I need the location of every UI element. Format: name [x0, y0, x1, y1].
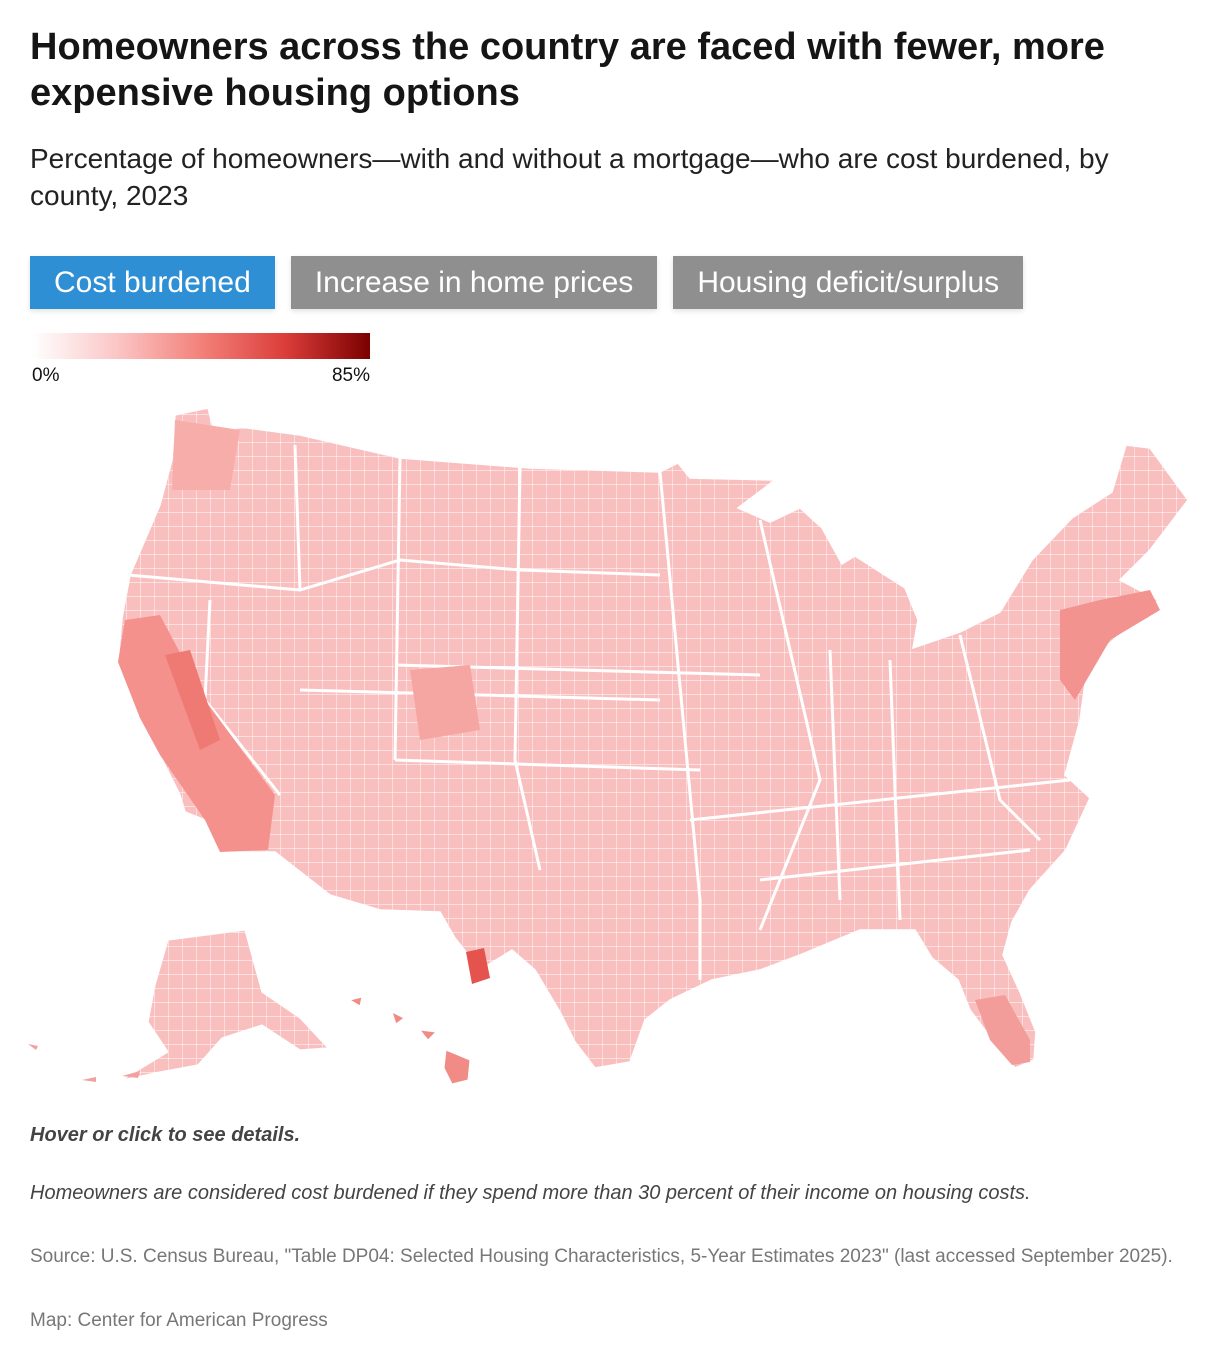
- color-legend: 0% 85%: [32, 333, 370, 387]
- california-inland-high-burden: [165, 650, 220, 750]
- washington-high-burden: [172, 420, 240, 490]
- tab-housing-deficit-surplus[interactable]: Housing deficit/surplus: [673, 256, 1024, 309]
- florida-high-burden: [975, 995, 1030, 1065]
- alaska-aleutians: [28, 1044, 140, 1082]
- map-credit: Map: Center for American Progress: [30, 1310, 328, 1331]
- tab-increase-in-home-prices[interactable]: Increase in home prices: [290, 256, 658, 309]
- northeast-high-burden: [1060, 590, 1160, 700]
- texas-border-high-burden: [466, 948, 490, 984]
- contiguous-us[interactable]: [117, 407, 1189, 1069]
- chart-title: Homeowners across the country are faced …: [30, 26, 1105, 114]
- chart-subtitle: Percentage of homeowners—with and withou…: [30, 143, 1109, 211]
- county-choropleth-map[interactable]: [0, 400, 1220, 1100]
- high-burden-areas: [118, 420, 1160, 1065]
- hawaii[interactable]: [348, 996, 471, 1085]
- alaska[interactable]: [121, 929, 330, 1081]
- definition-note: Homeowners are considered cost burdened …: [30, 1182, 1031, 1204]
- legend-gradient-bar: [32, 333, 370, 359]
- metric-tabs: Cost burdened Increase in home prices Ho…: [30, 256, 1024, 309]
- legend-min-label: 0%: [32, 365, 60, 386]
- legend-max-label: 85%: [331, 365, 370, 386]
- interaction-note: Hover or click to see details.: [30, 1124, 301, 1146]
- tab-cost-burdened[interactable]: Cost burdened: [30, 256, 275, 309]
- colorado-high-burden: [410, 665, 480, 740]
- source-note: Source: U.S. Census Bureau, "Table DP04:…: [30, 1246, 1173, 1267]
